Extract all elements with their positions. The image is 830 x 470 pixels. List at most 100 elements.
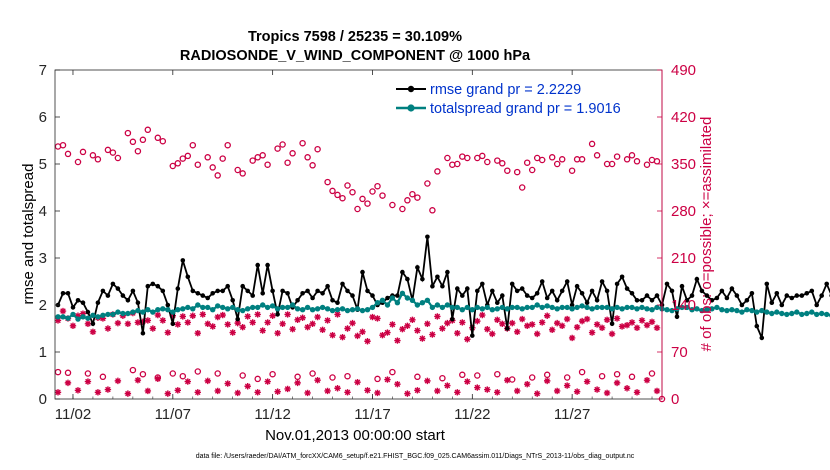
rmse-point — [799, 293, 805, 298]
rmse-point — [300, 291, 305, 296]
obs-possible-marker — [84, 370, 92, 377]
obs-possible-marker — [643, 161, 651, 168]
totalspread-point — [60, 314, 66, 320]
obs-assimilated-marker — [289, 325, 296, 333]
totalspread-point — [100, 312, 106, 318]
rmse-point — [450, 316, 455, 322]
totalspread-point — [574, 304, 580, 311]
obs-assimilated-marker — [504, 377, 511, 384]
totalspread-point — [474, 304, 480, 311]
obs-possible-marker — [399, 205, 406, 213]
obs-assimilated-marker — [494, 316, 501, 323]
obs-possible-marker — [359, 195, 366, 203]
rmse-point — [674, 314, 680, 320]
rmse-point — [734, 293, 740, 298]
obs-possible-marker — [504, 167, 511, 174]
x-tick-label: 11/27 — [554, 406, 590, 423]
totalspread-point — [669, 307, 675, 314]
legend-spread-label: totalspread grand pr = 1.9016 — [430, 101, 621, 117]
totalspread-point — [464, 304, 470, 311]
obs-assimilated-marker — [389, 321, 396, 328]
obs-assimilated-marker — [643, 321, 651, 329]
obs-possible-marker — [494, 157, 501, 164]
rmse-point — [215, 288, 220, 294]
obs-assimilated-marker — [144, 317, 152, 324]
rmse-point — [709, 298, 715, 303]
obs-assimilated-marker — [534, 390, 541, 397]
obs-assimilated-marker — [573, 323, 581, 331]
totalspread-point — [439, 304, 446, 311]
rmse-point — [145, 283, 151, 289]
obs-possible-marker — [169, 162, 177, 170]
rmse-point — [629, 291, 635, 296]
y-axis-right: 0 70 140 210 280 350 420 490 — [657, 62, 696, 408]
totalspread-point — [195, 302, 201, 308]
legend-rmse-label: rmse grand pr = 2.2229 — [430, 82, 581, 98]
obs-assimilated-marker — [204, 377, 211, 385]
totalspread-point — [409, 297, 416, 303]
totalspread-point — [140, 309, 146, 315]
totalspread-point — [115, 309, 121, 315]
totalspread-point — [519, 306, 525, 312]
totalspread-point — [255, 304, 261, 311]
rmse-point — [574, 283, 580, 289]
rmse-point — [60, 291, 66, 296]
rmse-point — [599, 279, 605, 284]
rmse-point — [190, 288, 196, 294]
obs-possible-marker — [129, 366, 137, 374]
y-left-tick-label: 3 — [39, 250, 47, 267]
rmse-point — [519, 286, 525, 291]
obs-assimilated-marker — [509, 319, 516, 327]
obs-assimilated-marker — [304, 323, 311, 331]
rmse-point — [265, 262, 270, 268]
obs-assimilated-marker — [593, 386, 601, 393]
obs-possible-marker — [334, 191, 341, 199]
obs-assimilated-marker — [84, 378, 92, 385]
obs-assimilated-marker — [159, 317, 167, 324]
rmse-point — [794, 293, 800, 298]
rmse-point — [679, 283, 685, 289]
totalspread-point — [684, 304, 690, 311]
obs-assimilated-marker — [648, 318, 656, 325]
obs-possible-marker — [494, 370, 501, 378]
rmse-point — [350, 293, 355, 298]
totalspread-point — [419, 300, 426, 306]
totalspread-point — [364, 307, 371, 313]
obs-assimilated-marker — [89, 328, 97, 336]
obs-assimilated-marker — [484, 325, 491, 333]
obs-assimilated-marker — [603, 316, 611, 323]
obs-assimilated-marker — [164, 390, 172, 397]
obs-assimilated-marker — [184, 319, 191, 326]
obs-possible-marker — [214, 370, 221, 377]
data-file-footer: data file: /Users/raeder/DAI/ATM_forcXX/… — [196, 453, 635, 460]
obs-possible-marker — [174, 160, 182, 167]
rmse-point — [589, 288, 595, 294]
rmse-point — [759, 335, 765, 341]
totalspread-point — [374, 300, 381, 306]
obs-assimilated-marker — [184, 378, 191, 385]
obs-assimilated-marker — [613, 315, 621, 322]
rmse-point — [809, 288, 815, 294]
totalspread-point — [225, 306, 231, 312]
y-axis-left: 0 1 2 3 4 5 6 7 — [39, 62, 60, 408]
obs-possible-marker — [234, 166, 241, 174]
totalspread-point — [105, 311, 111, 318]
totalspread-point — [429, 304, 436, 311]
totalspread-point — [529, 304, 535, 311]
obs-possible-marker — [608, 160, 616, 168]
rmse-point — [524, 293, 530, 298]
totalspread-point — [699, 307, 705, 314]
rmse-point — [155, 283, 161, 289]
totalspread-point — [55, 314, 61, 320]
rmse-point — [95, 300, 101, 306]
rmse-point — [789, 295, 795, 301]
obs-possible-marker — [538, 156, 546, 164]
obs-assimilated-marker — [69, 322, 77, 330]
totalspread-point — [594, 304, 600, 311]
totalspread-point — [95, 314, 101, 320]
obs-possible-marker — [89, 152, 97, 159]
totalspread-point — [809, 309, 815, 315]
obs-assimilated-marker — [139, 318, 147, 325]
obs-possible-marker — [648, 370, 656, 377]
obs-possible-marker — [379, 192, 386, 199]
